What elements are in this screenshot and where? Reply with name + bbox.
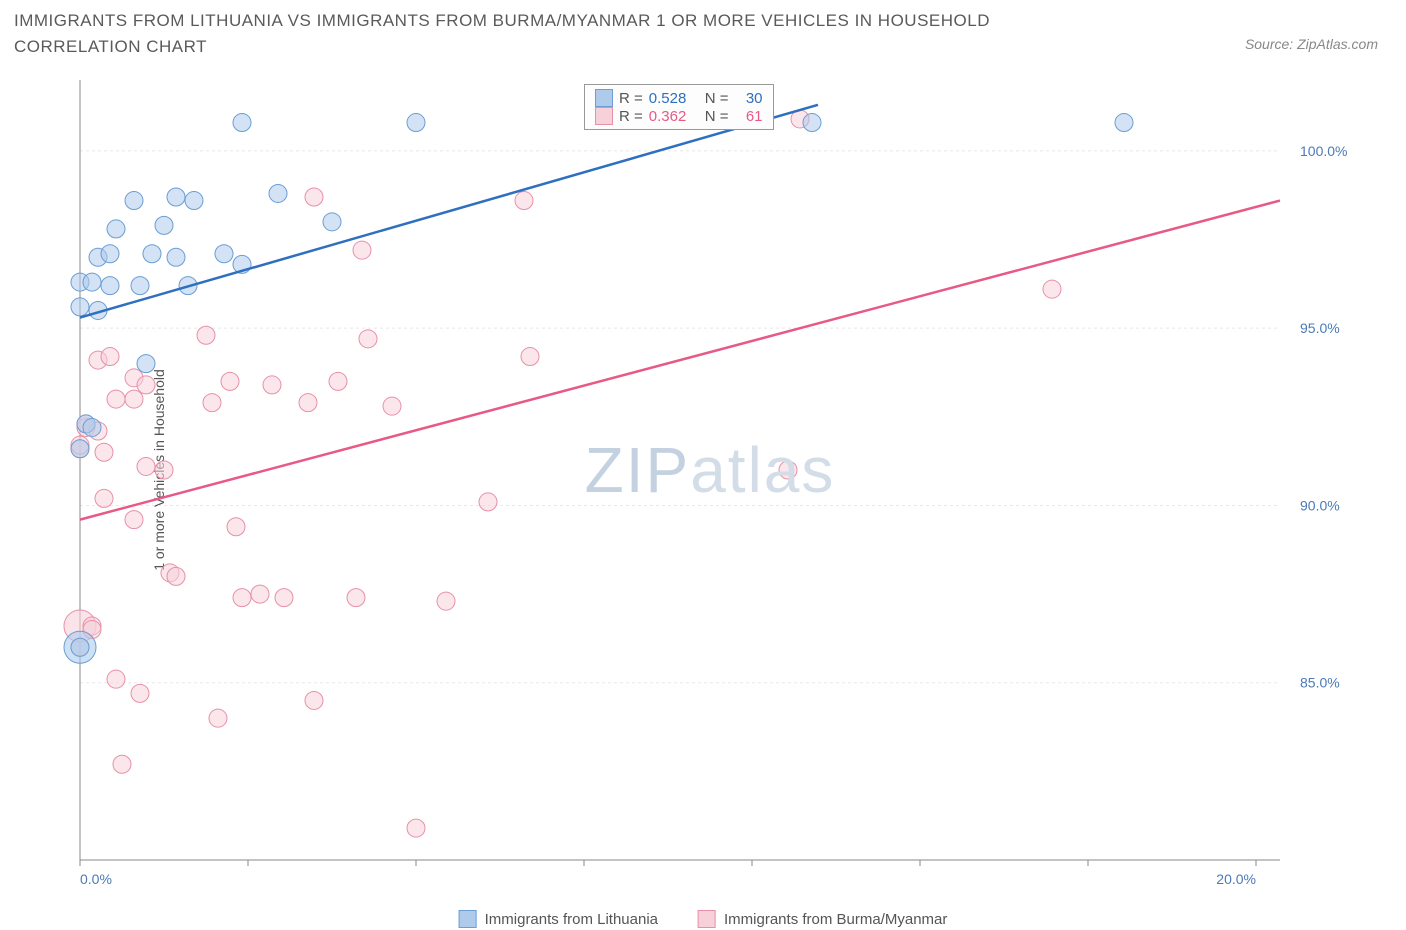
n-value-burma: 61	[735, 108, 763, 125]
svg-text:100.0%: 100.0%	[1300, 143, 1347, 159]
series-legend: Immigrants from Lithuania Immigrants fro…	[459, 910, 948, 928]
legend-row-lithuania: R = 0.528 N = 30	[595, 89, 763, 107]
legend-label-lithuania: Immigrants from Lithuania	[485, 911, 658, 928]
legend-label-burma: Immigrants from Burma/Myanmar	[724, 911, 947, 928]
n-value-lithuania: 30	[735, 90, 763, 107]
legend-row-burma: R = 0.362 N = 61	[595, 107, 763, 125]
svg-text:85.0%: 85.0%	[1300, 675, 1340, 691]
source-label: Source: ZipAtlas.com	[1245, 36, 1378, 52]
svg-text:20.0%: 20.0%	[1216, 871, 1256, 887]
svg-text:0.0%: 0.0%	[80, 871, 112, 887]
correlation-legend: R = 0.528 N = 30 R = 0.362 N = 61	[584, 84, 774, 130]
swatch-lithuania-icon	[459, 910, 477, 928]
scatter-plot: 1 or more Vehicles in Household 85.0%90.…	[50, 80, 1370, 860]
chart-svg: 85.0% 90.0% 95.0% 100.0% 0.0% 20.0%	[50, 80, 1370, 900]
legend-item-lithuania: Immigrants from Lithuania	[459, 910, 658, 928]
n-label: N =	[705, 90, 729, 107]
swatch-burma	[595, 107, 613, 125]
chart-title: IMMIGRANTS FROM LITHUANIA VS IMMIGRANTS …	[14, 8, 1114, 59]
n-label: N =	[705, 108, 729, 125]
svg-text:95.0%: 95.0%	[1300, 320, 1340, 336]
swatch-burma-icon	[698, 910, 716, 928]
r-label: R =	[619, 90, 643, 107]
r-label: R =	[619, 108, 643, 125]
svg-text:90.0%: 90.0%	[1300, 497, 1340, 513]
r-value-lithuania: 0.528	[649, 90, 699, 107]
r-value-burma: 0.362	[649, 108, 699, 125]
swatch-lithuania	[595, 89, 613, 107]
legend-item-burma: Immigrants from Burma/Myanmar	[698, 910, 947, 928]
